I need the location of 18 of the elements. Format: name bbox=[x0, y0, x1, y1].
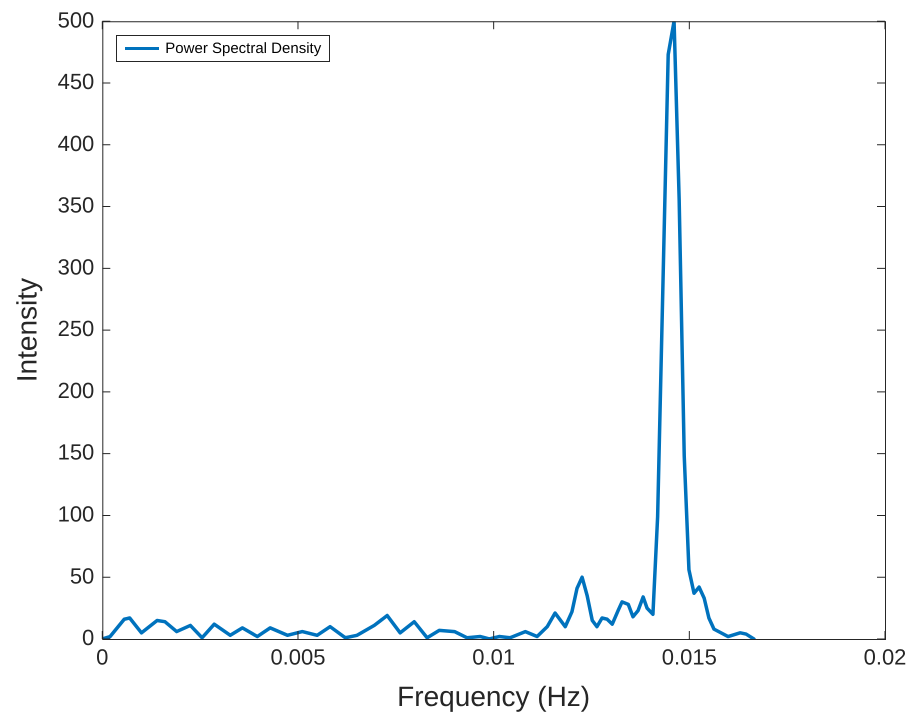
x-tick-label: 0.005 bbox=[270, 644, 326, 670]
y-tick-label: 0 bbox=[82, 625, 94, 650]
y-tick-label: 350 bbox=[58, 192, 94, 218]
y-tick-label: 100 bbox=[58, 502, 94, 527]
x-tick-label: 0.01 bbox=[472, 644, 516, 670]
y-tick-label: 150 bbox=[58, 440, 94, 465]
x-tick-label: 0.015 bbox=[662, 644, 717, 670]
legend-label: Power Spectral Density bbox=[165, 40, 322, 58]
y-tick-label: 500 bbox=[58, 7, 94, 32]
y-axis-title: Intensity bbox=[12, 278, 43, 382]
y-tick-label: 250 bbox=[58, 316, 94, 342]
y-tick-label: 50 bbox=[70, 563, 94, 588]
x-tick-label: 0.02 bbox=[864, 644, 906, 670]
y-tick-label: 200 bbox=[58, 378, 94, 403]
y-tick-label: 400 bbox=[58, 130, 94, 156]
y-tick-label: 300 bbox=[58, 254, 94, 280]
x-axis-title: Frequency (Hz) bbox=[397, 680, 590, 712]
y-tick-label: 450 bbox=[58, 69, 94, 94]
